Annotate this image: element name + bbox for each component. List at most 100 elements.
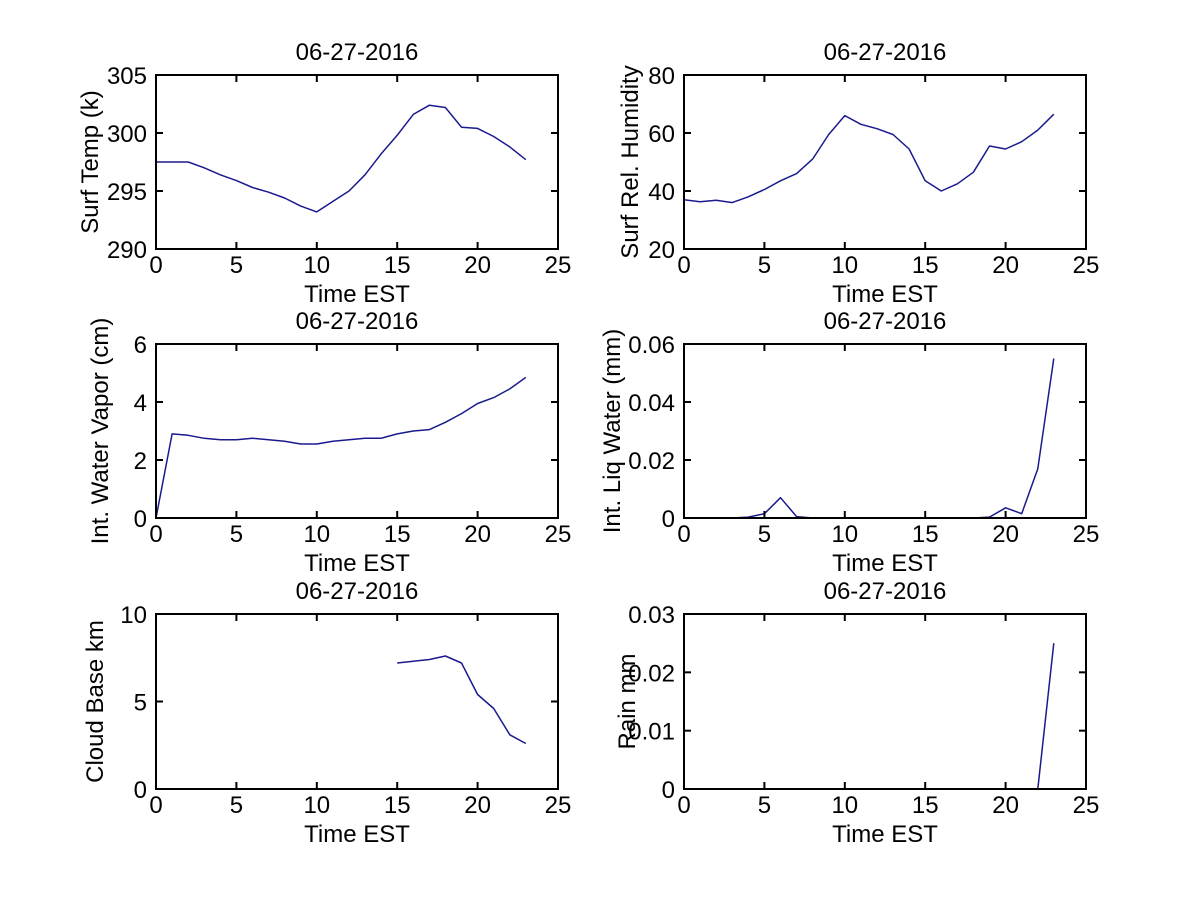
y-axis-label: Int. Water Vapor (cm) (87, 318, 114, 545)
x-tick-label: 25 (545, 792, 572, 819)
x-tick-label: 10 (831, 792, 858, 819)
x-tick-label: 0 (149, 252, 162, 279)
y-tick-label: 0.03 (628, 602, 675, 629)
y-axis-label-group: Surf Rel. Humidity (617, 65, 644, 258)
x-tick-label: 25 (1073, 792, 1100, 819)
x-tick-label: 10 (831, 521, 858, 548)
x-tick-label: 5 (758, 252, 771, 279)
x-tick-label: 15 (912, 521, 939, 548)
x-tick-label: 15 (912, 252, 939, 279)
axis-box (683, 343, 1087, 519)
data-line (1037, 643, 1055, 790)
y-tick-label: 0.02 (628, 448, 675, 475)
axis-box (683, 613, 1087, 790)
subplot-surf-rel-humidity: 0 5 10 15 20 25 20 40 60 80 06-27-2016 Time EST Surf… (617, 39, 1099, 308)
x-tick-label: 10 (303, 521, 330, 548)
x-tick-label: 10 (303, 252, 330, 279)
subplot-title: 06-27-2016 (824, 39, 947, 66)
x-tick-label: 25 (545, 521, 572, 548)
x-tick-label: 15 (384, 252, 411, 279)
x-axis-label: Time EST (832, 821, 938, 848)
x-axis-label: Time EST (304, 821, 410, 848)
y-tick-label: 80 (648, 63, 675, 90)
y-axis-label: Surf Rel. Humidity (617, 65, 644, 258)
data-line (683, 113, 1055, 204)
subplot-surf-temp: 0 5 10 15 20 25 290 295 300 305 06-27-2016 Time EST… (77, 39, 571, 308)
subplot-title: 06-27-2016 (824, 578, 947, 605)
subplot-int-water-vapor: 0 5 10 15 20 25 0 2 4 6 06-27-2016 Time EST Int. Wat… (87, 308, 571, 577)
x-tick-label: 25 (545, 252, 572, 279)
subplot-title: 06-27-2016 (824, 308, 947, 335)
x-tick-label: 0 (149, 521, 162, 548)
y-axis-label-group: Cloud Base km (82, 620, 109, 783)
y-axis-label: Surf Temp (k) (77, 90, 104, 234)
y-axis-label-group: Int. Liq Water (mm) (599, 329, 626, 533)
y-axis-label-group: Int. Water Vapor (cm) (87, 318, 114, 545)
y-tick-label: 300 (107, 121, 147, 148)
x-tick-label: 0 (149, 792, 162, 819)
x-tick-label: 0 (677, 252, 690, 279)
x-axis-label: Time EST (832, 281, 938, 308)
y-tick-label: 10 (120, 602, 147, 629)
data-line (156, 104, 527, 213)
y-tick-label: 5 (134, 690, 147, 717)
y-tick-label: 0 (662, 777, 675, 804)
x-axis-label: Time EST (304, 281, 410, 308)
x-tick-label: 20 (464, 792, 491, 819)
y-tick-label: 0 (662, 506, 675, 533)
x-tick-label: 20 (464, 252, 491, 279)
y-tick-label: 6 (134, 332, 147, 359)
x-tick-label: 20 (992, 252, 1019, 279)
x-tick-label: 0 (677, 792, 690, 819)
x-tick-label: 20 (992, 521, 1019, 548)
subplot-cloud-base: 0 5 10 15 20 25 0 5 10 06-27-2016 Time EST Cloud Ba… (82, 578, 571, 848)
subplot-int-liq-water: 0 5 10 15 20 25 0 0.02 0.04 0.06 06-27-2016 Time ES… (599, 308, 1099, 577)
x-tick-label: 5 (758, 521, 771, 548)
y-tick-label: 0.01 (628, 719, 675, 746)
x-tick-label: 25 (1073, 521, 1100, 548)
data-line (397, 655, 527, 745)
y-axis-label: Rain mm (614, 653, 641, 749)
y-tick-label: 0 (134, 777, 147, 804)
x-tick-label: 25 (1073, 252, 1100, 279)
x-tick-label: 20 (464, 521, 491, 548)
subplot-title: 06-27-2016 (296, 39, 419, 66)
x-tick-label: 15 (912, 792, 939, 819)
data-line (684, 358, 1055, 519)
y-axis-label-group: Rain mm (614, 653, 641, 749)
x-axis-label: Time EST (832, 550, 938, 577)
x-axis-label: Time EST (304, 550, 410, 577)
y-tick-label: 0.02 (628, 660, 675, 687)
y-tick-label: 4 (134, 390, 147, 417)
axis-box (155, 74, 559, 250)
y-tick-label: 20 (648, 237, 675, 264)
y-tick-label: 0.04 (628, 390, 675, 417)
y-axis-label: Int. Liq Water (mm) (599, 329, 626, 533)
y-tick-label: 2 (134, 448, 147, 475)
subplot-rain: 0 5 10 15 20 25 0 0.01 0.02 0.03 06-27-2016 Time ES… (614, 578, 1099, 848)
x-tick-label: 5 (230, 252, 243, 279)
axis-box (155, 613, 559, 790)
y-tick-label: 0 (134, 506, 147, 533)
y-tick-label: 40 (648, 179, 675, 206)
x-tick-label: 15 (384, 792, 411, 819)
x-tick-label: 5 (230, 792, 243, 819)
y-axis-label-group: Surf Temp (k) (77, 90, 104, 234)
axis-box (155, 343, 559, 519)
y-tick-label: 305 (107, 63, 147, 90)
data-line (155, 376, 527, 519)
x-tick-label: 15 (384, 521, 411, 548)
axis-box (683, 74, 1087, 250)
y-tick-label: 0.06 (628, 332, 675, 359)
y-tick-label: 290 (107, 237, 147, 264)
x-tick-label: 5 (758, 792, 771, 819)
x-tick-label: 10 (831, 252, 858, 279)
x-tick-label: 5 (230, 521, 243, 548)
x-tick-label: 20 (992, 792, 1019, 819)
x-tick-label: 0 (677, 521, 690, 548)
y-tick-label: 295 (107, 179, 147, 206)
subplot-title: 06-27-2016 (296, 578, 419, 605)
subplot-title: 06-27-2016 (296, 308, 419, 335)
x-tick-label: 10 (303, 792, 330, 819)
